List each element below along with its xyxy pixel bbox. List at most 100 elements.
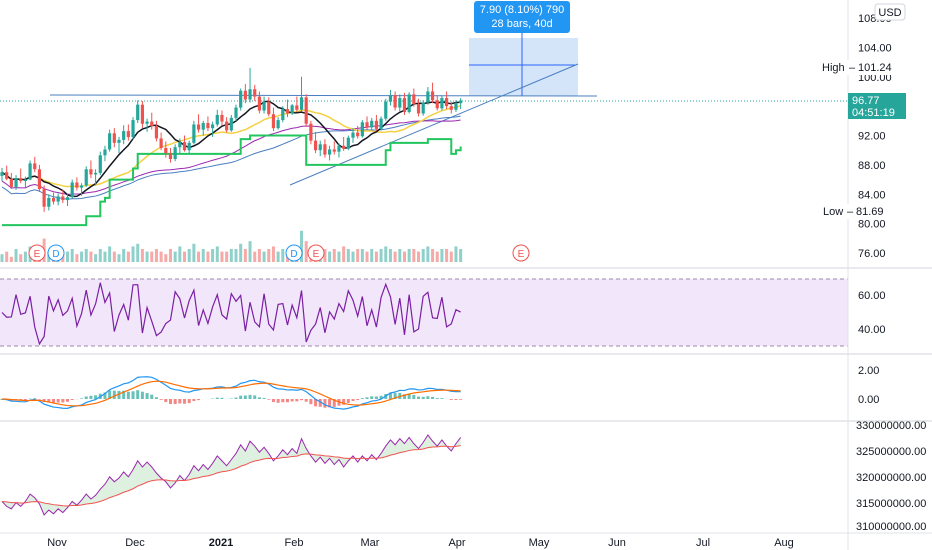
macd-hist-bar: [192, 399, 196, 401]
volume-bar: [197, 251, 201, 262]
volume-bar: [323, 249, 327, 262]
obv-ma-line: [1, 445, 461, 507]
candle-body: [140, 104, 144, 124]
macd-hist-bar: [295, 399, 299, 402]
x-axis-label: Jun: [608, 537, 626, 549]
measure-label-line1: 7.90 (8.10%) 790: [480, 4, 564, 16]
macd-hist-bar: [459, 399, 463, 400]
candle-body: [412, 94, 416, 104]
candle-body: [402, 98, 407, 112]
currency-badge[interactable]: [874, 3, 906, 21]
candle-body: [94, 172, 98, 175]
measure-label-bg: [474, 1, 570, 33]
candle-body: [435, 100, 439, 109]
candle-body: [42, 189, 46, 207]
volume-bar: [0, 254, 4, 262]
volume-bar: [5, 251, 9, 262]
resistance-line[interactable]: [49, 94, 598, 97]
volume-bar: [159, 251, 163, 262]
obv-tick-5: 310000000.00: [856, 521, 926, 533]
candle-body: [79, 185, 84, 188]
macd-hist-bar: [435, 398, 439, 399]
macd-hist-bar: [61, 399, 65, 403]
volume-bar: [412, 249, 416, 262]
volume-bar: [136, 243, 140, 262]
macd-hist-bar: [126, 391, 130, 399]
volume-bar: [94, 254, 98, 262]
volume-bar: [164, 254, 168, 262]
macd-hist-bar: [300, 399, 304, 401]
volume-bar: [150, 251, 154, 262]
volume-bar: [365, 251, 369, 262]
measure-range-box[interactable]: [469, 38, 578, 96]
macd-hist-bar: [159, 399, 163, 400]
candle-body: [192, 124, 196, 143]
volume-bar: [66, 251, 70, 262]
candle-body: [430, 91, 435, 101]
rsi-tick-60: 60.00: [858, 290, 886, 302]
candle-body: [173, 147, 177, 159]
candle-body: [145, 121, 149, 124]
macd-tick-0: 0.00: [858, 394, 879, 406]
obv-tick-1: 330000000.00: [856, 420, 926, 432]
candle-body: [304, 97, 308, 124]
volume-bar: [407, 249, 411, 262]
candle-body: [323, 144, 327, 155]
volume-bar: [98, 249, 102, 262]
candle-body: [271, 114, 276, 129]
volume-bar: [9, 256, 13, 262]
macd-hist-bar: [393, 393, 397, 399]
event-marker-circle: [28, 244, 46, 262]
volume-bar: [304, 241, 308, 262]
candle-body: [267, 101, 271, 115]
x-axis-label: Apr: [448, 537, 465, 549]
candle-body: [84, 169, 88, 186]
candle-body: [61, 196, 65, 201]
candle-body: [253, 89, 257, 97]
candle-body: [416, 103, 421, 114]
macd-hist-bar: [108, 390, 112, 399]
volume-bar: [388, 249, 392, 262]
volume-bar: [421, 249, 425, 262]
macd-hist-bar: [103, 392, 107, 399]
candle-body: [351, 132, 355, 138]
obv-tick-3: 320000000.00: [856, 472, 926, 484]
event-marker-label: D: [52, 249, 59, 260]
macd-hist-bar: [187, 399, 191, 404]
volume-bar: [262, 251, 266, 262]
volume-bar: [426, 246, 430, 262]
candle-body: [393, 95, 397, 108]
candle-body: [196, 124, 201, 130]
volume-bar: [14, 249, 18, 262]
x-axis-label: Nov: [47, 537, 67, 549]
macd-hist-bar: [112, 390, 116, 399]
candle-body: [332, 149, 336, 152]
price-axis: 108.00104.00100.0092.0088.0084.0080.0076…: [858, 13, 892, 260]
event-marker-circle: [47, 244, 65, 262]
macd-hist-bar: [360, 398, 364, 399]
candle-body: [262, 101, 266, 111]
volume-bar: [178, 246, 182, 262]
candle-body: [229, 117, 233, 131]
volume-bar: [435, 251, 439, 262]
macd-hist-bar: [154, 397, 158, 399]
candle-body: [211, 124, 215, 129]
macd-hist-bar: [304, 399, 308, 402]
candle-body: [51, 197, 56, 202]
candle-body: [215, 114, 219, 125]
macd-hist-bar: [42, 399, 46, 403]
macd-hist-bar: [197, 399, 201, 401]
candle-body: [421, 102, 425, 114]
volume-bar: [140, 249, 144, 262]
currency-label: USD: [878, 7, 901, 19]
macd-line: [1, 376, 461, 410]
trend-line[interactable]: [289, 63, 579, 186]
candle-body: [28, 163, 32, 180]
macd-hist-bar: [122, 390, 126, 399]
candle-body: [19, 178, 23, 182]
candle-body: [122, 131, 126, 140]
event-marker-circle: [307, 244, 325, 262]
x-axis-label: 2021: [209, 537, 233, 549]
